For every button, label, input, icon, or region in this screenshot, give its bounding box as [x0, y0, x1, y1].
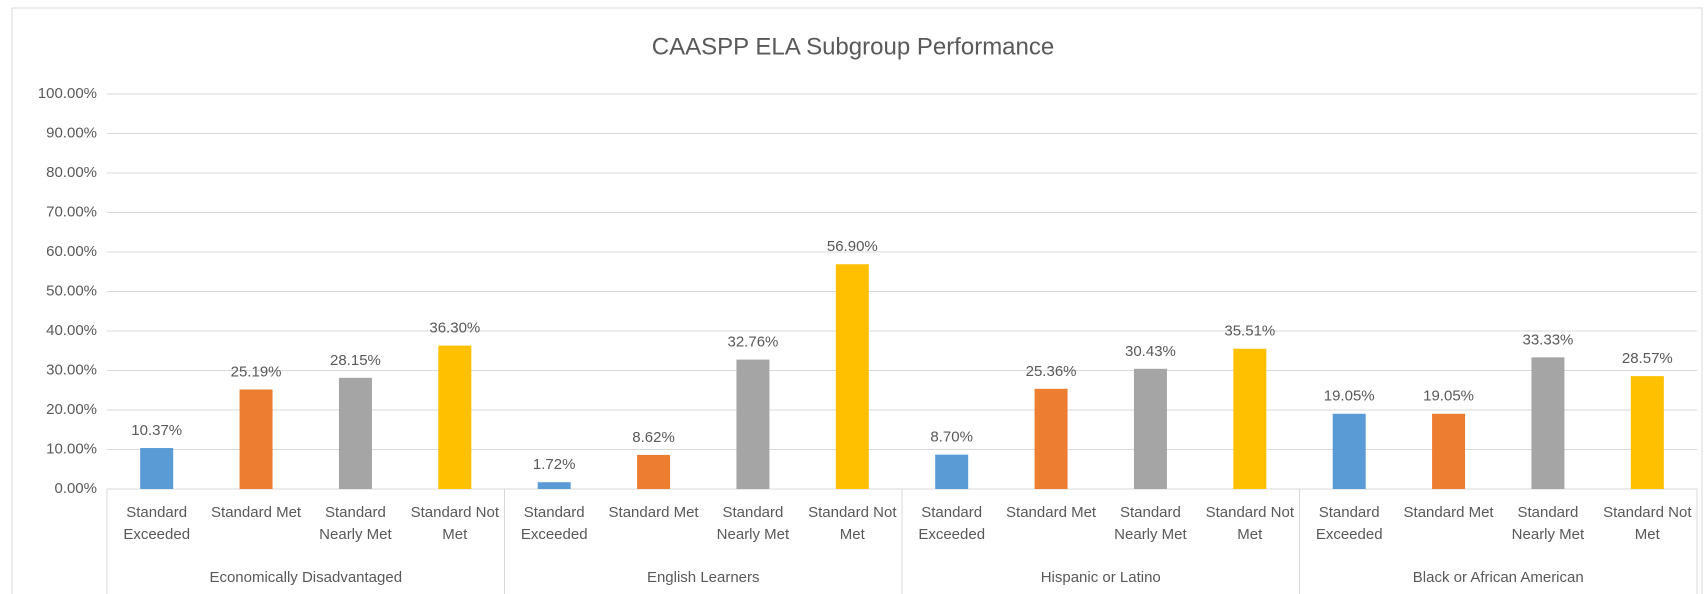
- x-category-label-box: English Learners: [646, 569, 760, 586]
- y-tick-label: 70.00%: [46, 203, 97, 220]
- x-category-label-box: Black or African American: [1412, 569, 1584, 586]
- x-category-label-box: Economically Disadvantaged: [209, 569, 403, 586]
- y-tick-label: 10.00%: [46, 440, 97, 457]
- data-label: 56.90%: [827, 238, 878, 255]
- x-category-label: Economically Disadvantaged: [209, 569, 403, 586]
- data-label: 35.51%: [1224, 323, 1275, 340]
- y-tick-label: 30.00%: [46, 361, 97, 378]
- x-subcategory-label: Standard Exceeded: [520, 504, 588, 543]
- x-subcategory-label: Standard Not Met: [808, 504, 897, 543]
- x-subcategory-label: Standard Not Met: [410, 504, 499, 543]
- data-label: 36.30%: [429, 320, 480, 337]
- bar: [736, 359, 770, 489]
- x-category-label: Hispanic or Latino: [1040, 569, 1161, 586]
- y-tick-label: 40.00%: [46, 322, 97, 339]
- x-subcategory-label: Standard Not Met: [1603, 504, 1692, 543]
- x-category-label: Black or African American: [1412, 569, 1584, 586]
- x-subcategory-label-box: Standard Met: [1403, 504, 1494, 521]
- data-label: 25.19%: [231, 363, 282, 380]
- x-subcategory-label-box: Standard Met: [1006, 504, 1097, 521]
- bar: [438, 345, 472, 489]
- bar: [1233, 348, 1267, 489]
- y-tick-label: 60.00%: [46, 243, 97, 260]
- bar: [1332, 413, 1366, 489]
- data-label: 8.62%: [632, 429, 675, 446]
- data-label: 33.33%: [1523, 331, 1574, 348]
- bar: [935, 454, 969, 489]
- x-subcategory-label: Standard Exceeded: [918, 504, 986, 543]
- x-subcategory-label: Standard Met: [211, 504, 302, 521]
- x-subcategory-label: Standard Met: [608, 504, 699, 521]
- x-subcategory-label: Standard Nearly Met: [1511, 504, 1585, 543]
- bar: [1630, 376, 1664, 489]
- y-tick-label: 0.00%: [54, 480, 97, 497]
- y-tick-label: 100.00%: [38, 85, 97, 102]
- x-subcategory-label-box: Standard Not Met: [808, 504, 897, 543]
- x-subcategory-label: Standard Nearly Met: [319, 504, 392, 543]
- bar: [1034, 388, 1068, 489]
- chart-title: CAASPP ELA Subgroup Performance: [652, 33, 1054, 60]
- bar: [637, 454, 671, 489]
- x-subcategory-label: Standard Nearly Met: [1114, 504, 1187, 543]
- bar: [239, 389, 273, 489]
- x-subcategory-label: Standard Nearly Met: [716, 504, 790, 543]
- bar: [1133, 368, 1167, 489]
- bar: [140, 448, 174, 489]
- x-subcategory-label: Standard Met: [1006, 504, 1097, 521]
- x-subcategory-label-box: Standard Nearly Met: [319, 504, 392, 543]
- y-tick-label: 90.00%: [46, 124, 97, 141]
- x-category-label: English Learners: [646, 569, 760, 586]
- bar: [835, 264, 869, 489]
- x-subcategory-label-box: Standard Met: [211, 504, 302, 521]
- x-subcategory-label-box: Standard Nearly Met: [1511, 504, 1585, 543]
- data-label: 32.76%: [728, 334, 779, 351]
- x-subcategory-label-box: Standard Not Met: [410, 504, 499, 543]
- x-subcategory-label-box: Standard Exceeded: [123, 504, 191, 543]
- data-label: 28.15%: [330, 352, 381, 369]
- x-subcategory-label-box: Standard Met: [608, 504, 699, 521]
- x-subcategory-label-box: Standard Exceeded: [1315, 504, 1383, 543]
- data-label: 19.05%: [1324, 388, 1375, 405]
- y-tick-label: 20.00%: [46, 401, 97, 418]
- y-tick-label: 80.00%: [46, 164, 97, 181]
- x-subcategory-label: Standard Not Met: [1205, 504, 1294, 543]
- data-label: 30.43%: [1125, 343, 1176, 360]
- x-subcategory-label-box: Standard Nearly Met: [1114, 504, 1187, 543]
- bar: [1531, 357, 1565, 489]
- x-subcategory-label: Standard Exceeded: [123, 504, 191, 543]
- x-subcategory-label-box: Standard Nearly Met: [716, 504, 790, 543]
- bar: [537, 482, 571, 489]
- x-subcategory-label-box: Standard Not Met: [1603, 504, 1692, 543]
- data-label: 19.05%: [1423, 388, 1474, 405]
- data-label: 1.72%: [533, 456, 576, 473]
- x-subcategory-label-box: Standard Exceeded: [520, 504, 588, 543]
- x-subcategory-label: Standard Met: [1403, 504, 1494, 521]
- data-label: 25.36%: [1026, 363, 1077, 380]
- x-subcategory-label: Standard Exceeded: [1315, 504, 1383, 543]
- x-category-label-box: Hispanic or Latino: [1040, 569, 1161, 586]
- data-label: 10.37%: [131, 422, 182, 439]
- data-label: 28.57%: [1622, 350, 1673, 367]
- x-subcategory-label-box: Standard Exceeded: [918, 504, 986, 543]
- x-subcategory-label-box: Standard Not Met: [1205, 504, 1294, 543]
- data-label: 8.70%: [930, 429, 973, 446]
- y-tick-label: 50.00%: [46, 282, 97, 299]
- bar: [338, 377, 372, 489]
- bar: [1432, 413, 1466, 489]
